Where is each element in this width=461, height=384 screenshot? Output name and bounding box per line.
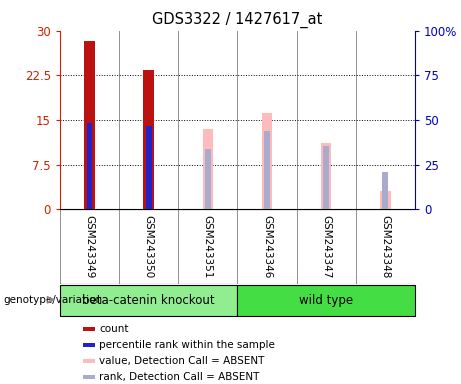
- Bar: [84, 41, 95, 209]
- Bar: [321, 142, 331, 209]
- Bar: [264, 131, 270, 209]
- Bar: [83, 376, 95, 379]
- FancyBboxPatch shape: [60, 285, 237, 316]
- Bar: [87, 122, 93, 209]
- Text: GSM243350: GSM243350: [144, 215, 154, 278]
- Bar: [323, 146, 329, 209]
- Bar: [143, 70, 154, 209]
- Text: GSM243349: GSM243349: [84, 215, 95, 279]
- Bar: [83, 359, 95, 363]
- Bar: [83, 343, 95, 347]
- FancyBboxPatch shape: [237, 285, 415, 316]
- Bar: [202, 129, 213, 209]
- Bar: [382, 172, 388, 209]
- Text: beta-catenin knockout: beta-catenin knockout: [83, 294, 215, 307]
- Text: genotype/variation: genotype/variation: [3, 295, 102, 305]
- Text: wild type: wild type: [299, 294, 353, 307]
- Bar: [83, 327, 95, 331]
- Bar: [205, 149, 211, 209]
- Text: GSM243347: GSM243347: [321, 215, 331, 279]
- Bar: [380, 191, 390, 209]
- Text: GSM243351: GSM243351: [203, 215, 213, 279]
- Bar: [146, 126, 152, 209]
- Text: GSM243348: GSM243348: [380, 215, 390, 279]
- Text: value, Detection Call = ABSENT: value, Detection Call = ABSENT: [99, 356, 265, 366]
- Text: percentile rank within the sample: percentile rank within the sample: [99, 340, 275, 350]
- Bar: [262, 113, 272, 209]
- Text: rank, Detection Call = ABSENT: rank, Detection Call = ABSENT: [99, 372, 260, 382]
- Text: GSM243346: GSM243346: [262, 215, 272, 279]
- Text: count: count: [99, 324, 129, 334]
- Title: GDS3322 / 1427617_at: GDS3322 / 1427617_at: [152, 12, 323, 28]
